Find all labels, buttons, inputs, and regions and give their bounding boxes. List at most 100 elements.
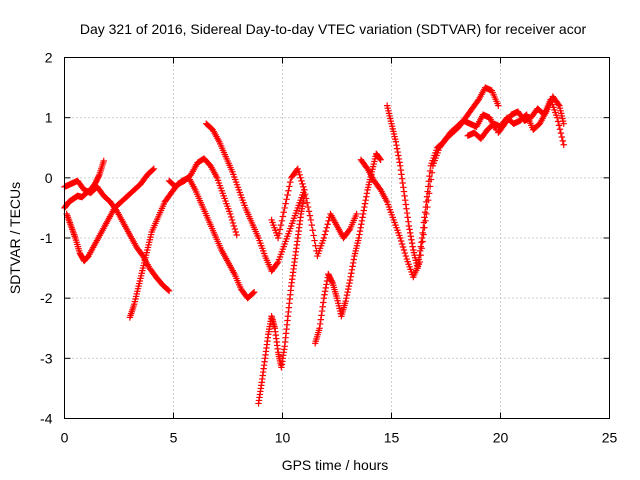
data-point-plus bbox=[274, 260, 281, 267]
data-point-plus bbox=[286, 183, 293, 190]
data-point-plus bbox=[394, 148, 401, 156]
data-point-plus bbox=[397, 237, 405, 245]
data-point-plus bbox=[426, 167, 434, 175]
data-point-plus bbox=[312, 242, 319, 249]
data-point-plus bbox=[405, 222, 413, 230]
data-point-plus bbox=[322, 284, 329, 292]
y-tick-label: -2 bbox=[40, 290, 53, 306]
data-point-plus bbox=[316, 325, 323, 332]
data-point-plus bbox=[342, 297, 349, 305]
data-point-plus bbox=[316, 320, 324, 328]
data-point-plus bbox=[308, 221, 315, 229]
data-point-plus bbox=[232, 228, 239, 236]
series-track-f bbox=[203, 120, 308, 275]
data-point-plus bbox=[277, 221, 285, 229]
data-point-plus bbox=[298, 177, 305, 185]
data-point-plus bbox=[346, 279, 353, 287]
data-point-plus bbox=[407, 233, 415, 240]
data-point-plus bbox=[395, 155, 403, 163]
x-tick-label: 10 bbox=[275, 430, 291, 446]
x-tick-label: 15 bbox=[384, 430, 400, 446]
data-point-plus bbox=[233, 231, 240, 239]
data-point-plus bbox=[421, 214, 428, 221]
data-point-plus bbox=[398, 171, 405, 178]
data-point-plus bbox=[278, 217, 286, 225]
data-point-plus bbox=[360, 207, 367, 214]
data-point-plus bbox=[397, 162, 404, 169]
data-point-plus bbox=[402, 196, 409, 204]
data-point-plus bbox=[363, 193, 370, 200]
data-point-plus bbox=[285, 187, 292, 194]
y-tick-label: 2 bbox=[45, 50, 53, 66]
data-point-plus bbox=[392, 138, 400, 145]
series-track-c bbox=[63, 165, 158, 265]
data-point-plus bbox=[399, 179, 406, 187]
data-point-plus bbox=[414, 264, 421, 272]
data-point-plus bbox=[282, 200, 289, 207]
data-point-plus bbox=[406, 229, 414, 237]
data-point-plus bbox=[426, 172, 433, 180]
data-point-plus bbox=[423, 193, 431, 200]
data-point-plus bbox=[226, 210, 234, 218]
data-point-plus bbox=[422, 203, 429, 211]
data-point-plus bbox=[419, 229, 426, 237]
data-point-plus bbox=[393, 141, 400, 149]
data-point-plus bbox=[295, 168, 302, 176]
data-point-plus bbox=[275, 230, 283, 237]
data-point-plus bbox=[228, 216, 236, 224]
data-point-plus bbox=[281, 204, 288, 212]
data-point-plus bbox=[400, 188, 408, 195]
data-point-plus bbox=[287, 178, 294, 186]
data-point-plus bbox=[408, 239, 416, 247]
data-point-plus bbox=[280, 209, 287, 216]
data-point-plus bbox=[404, 214, 411, 221]
x-tick-label: 5 bbox=[170, 430, 178, 446]
data-point-plus bbox=[401, 192, 408, 200]
data-point-plus bbox=[406, 226, 413, 233]
data-point-plus bbox=[361, 200, 369, 207]
y-tick-label: -1 bbox=[40, 230, 53, 246]
data-point-plus bbox=[345, 285, 352, 293]
data-point-plus bbox=[324, 221, 331, 228]
data-point-plus bbox=[409, 243, 416, 250]
data-point-plus bbox=[556, 126, 564, 133]
data-point-plus bbox=[304, 203, 312, 211]
data-point-plus bbox=[301, 186, 308, 194]
data-point-plus bbox=[349, 259, 357, 267]
data-point-plus bbox=[311, 237, 318, 244]
data-point-plus bbox=[307, 216, 315, 224]
x-tick-label: 25 bbox=[602, 430, 618, 446]
series-track-j bbox=[357, 84, 502, 281]
data-point-plus bbox=[358, 217, 366, 225]
data-point-plus bbox=[362, 196, 369, 204]
data-point-plus bbox=[361, 203, 368, 211]
series-track-h bbox=[268, 165, 360, 260]
data-point-plus bbox=[423, 198, 430, 206]
data-point-plus bbox=[415, 260, 422, 267]
data-point-plus bbox=[229, 219, 237, 227]
data-point-plus bbox=[376, 155, 384, 163]
data-point-plus bbox=[343, 294, 350, 302]
data-point-plus bbox=[560, 120, 567, 127]
data-point-plus bbox=[421, 209, 429, 216]
chart-title: Day 321 of 2016, Sidereal Day-to-day VTE… bbox=[80, 21, 587, 37]
series-track-i bbox=[312, 150, 384, 347]
y-tick-label: -4 bbox=[40, 411, 53, 427]
series-track-e bbox=[165, 174, 258, 302]
data-point-plus bbox=[95, 172, 102, 180]
data-point-plus bbox=[553, 114, 561, 121]
data-point-plus bbox=[325, 217, 332, 225]
data-point-plus bbox=[348, 270, 355, 277]
data-point-plus bbox=[323, 281, 330, 288]
data-point-plus bbox=[557, 129, 565, 137]
data-point-plus bbox=[284, 191, 291, 199]
data-point-plus bbox=[403, 209, 411, 217]
data-point-plus bbox=[357, 224, 364, 231]
x-axis-label: GPS time / hours bbox=[282, 457, 389, 473]
data-point-plus bbox=[302, 195, 310, 202]
data-point-plus bbox=[100, 157, 107, 165]
data-point-plus bbox=[306, 212, 314, 219]
data-point-plus bbox=[250, 289, 257, 297]
